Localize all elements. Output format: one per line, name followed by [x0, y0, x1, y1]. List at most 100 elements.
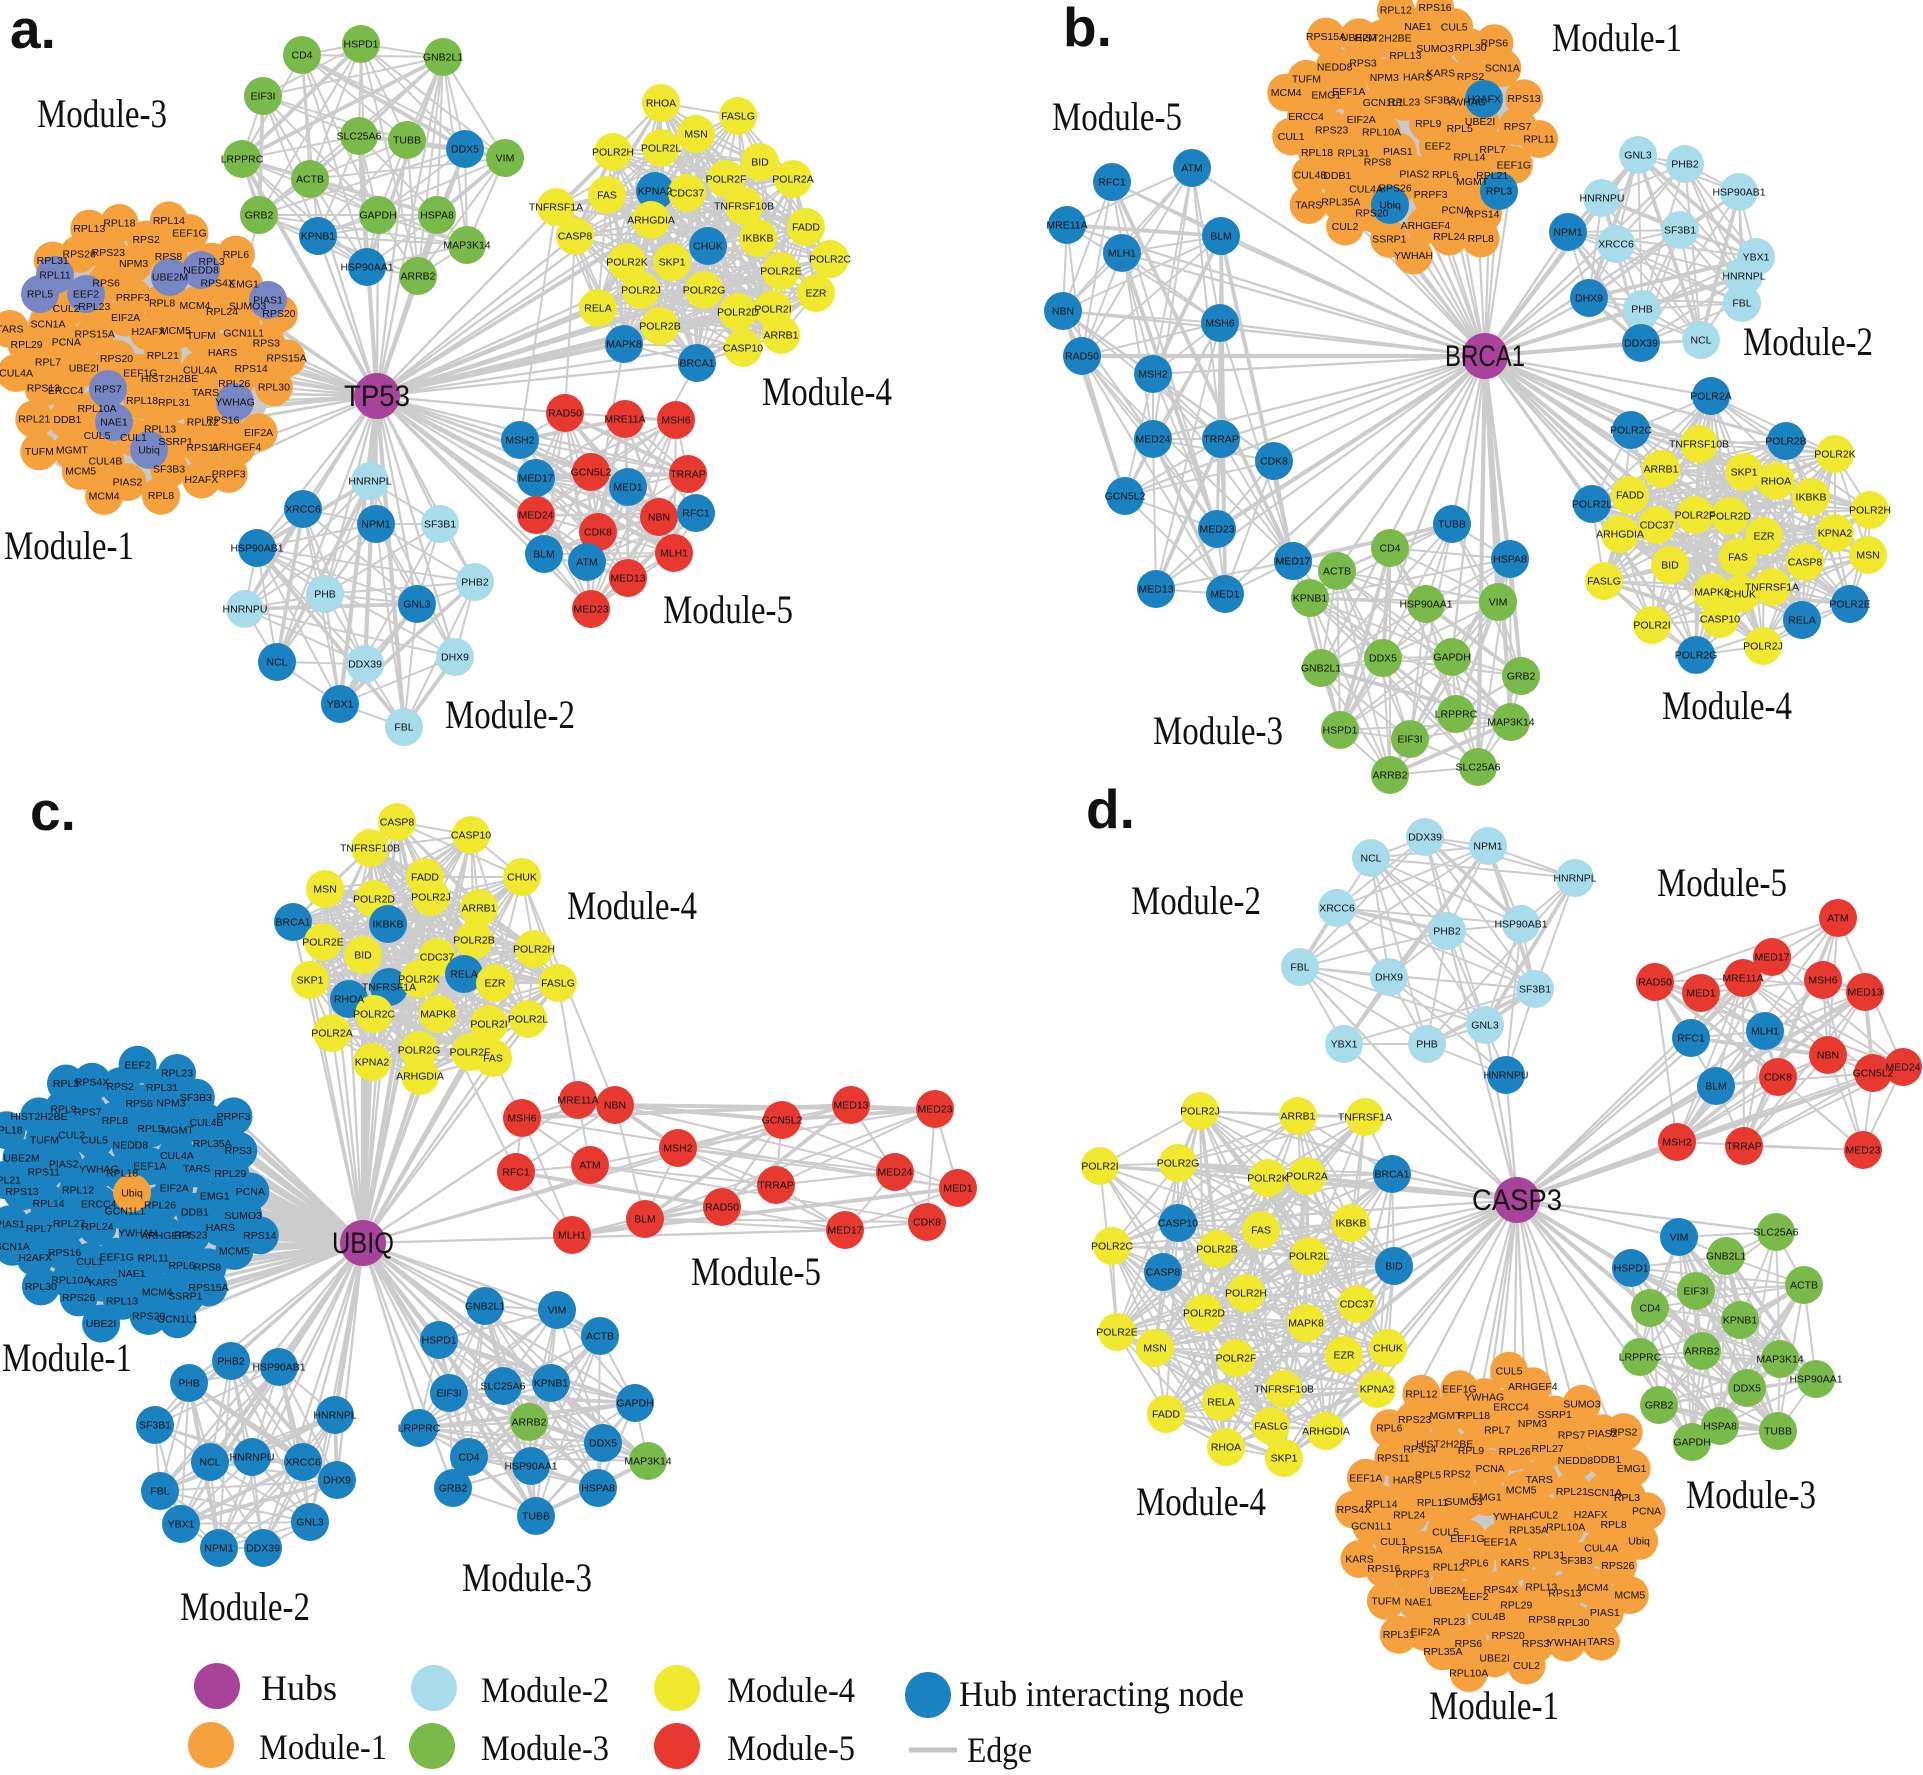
svg-text:EEF1A: EEF1A	[133, 1161, 166, 1173]
svg-text:RPL27: RPL27	[1532, 1443, 1564, 1455]
svg-text:MSH2: MSH2	[1662, 1137, 1691, 1149]
svg-text:CUL4A: CUL4A	[1349, 183, 1383, 195]
svg-text:POLR2I: POLR2I	[754, 304, 791, 316]
svg-text:CUL4B: CUL4B	[88, 455, 122, 467]
svg-text:CUL5: CUL5	[81, 1134, 108, 1146]
svg-text:NBN: NBN	[604, 1100, 626, 1112]
svg-text:TUFM: TUFM	[187, 330, 216, 342]
svg-text:GAPDH: GAPDH	[1433, 652, 1470, 664]
svg-text:MCM4: MCM4	[1271, 87, 1302, 99]
svg-text:TARS: TARS	[1295, 200, 1322, 212]
svg-text:RPL18: RPL18	[103, 218, 135, 230]
svg-text:EEF1G: EEF1G	[172, 228, 206, 240]
svg-text:NBN: NBN	[1052, 306, 1074, 318]
svg-text:RAD50: RAD50	[705, 1202, 739, 1214]
svg-text:GAPDH: GAPDH	[359, 210, 396, 222]
svg-text:MED24: MED24	[1885, 1062, 1920, 1074]
svg-text:GNB2L1: GNB2L1	[1301, 663, 1341, 675]
svg-text:SF3B3: SF3B3	[1561, 1555, 1593, 1567]
svg-text:RPS16: RPS16	[206, 415, 239, 427]
svg-text:RHOA: RHOA	[646, 98, 676, 110]
svg-text:H2AFX: H2AFX	[18, 1252, 52, 1264]
svg-text:POLR2L: POLR2L	[508, 1014, 548, 1026]
svg-text:HSP90AB1: HSP90AB1	[252, 1362, 305, 1374]
svg-text:EMG1: EMG1	[1472, 1492, 1502, 1504]
svg-text:RPL6: RPL6	[223, 249, 249, 261]
svg-text:FADD: FADD	[411, 872, 439, 884]
svg-text:HNRNPU: HNRNPU	[1580, 193, 1625, 205]
svg-text:POLR2J: POLR2J	[1180, 1106, 1220, 1118]
svg-text:EIF3I: EIF3I	[1397, 734, 1422, 746]
svg-text:MCM5: MCM5	[1614, 1590, 1645, 1602]
svg-text:MSH2: MSH2	[1138, 369, 1167, 381]
svg-text:GRB2: GRB2	[245, 210, 274, 222]
svg-text:TUFM: TUFM	[25, 446, 54, 458]
svg-text:Module-3: Module-3	[481, 1728, 609, 1768]
svg-text:HIST2H2BE: HIST2H2BE	[10, 1111, 67, 1123]
svg-text:EIF2A: EIF2A	[160, 1182, 189, 1194]
svg-text:PRPF3: PRPF3	[116, 292, 150, 304]
svg-text:Ubiq: Ubiq	[1379, 200, 1401, 212]
svg-text:YWHAH: YWHAH	[1547, 1637, 1586, 1649]
svg-text:EIF3I: EIF3I	[436, 1388, 461, 1400]
svg-text:KPNB1: KPNB1	[1293, 593, 1328, 605]
svg-text:NEDD8: NEDD8	[183, 265, 219, 277]
svg-text:RPL3: RPL3	[198, 256, 224, 268]
svg-text:RPL13: RPL13	[73, 223, 105, 235]
svg-text:RPL18: RPL18	[106, 1168, 138, 1180]
svg-text:SUMO3: SUMO3	[1445, 1496, 1483, 1508]
svg-text:SKP1: SKP1	[1271, 1453, 1298, 1465]
svg-text:TNFRSF1A: TNFRSF1A	[529, 202, 583, 214]
svg-text:BLM: BLM	[533, 549, 555, 561]
svg-text:RPL18: RPL18	[0, 1125, 23, 1137]
svg-text:HSPD1: HSPD1	[421, 1335, 456, 1347]
svg-text:DDX39: DDX39	[246, 1543, 280, 1555]
svg-text:RPL30: RPL30	[1455, 42, 1487, 54]
svg-text:SKP1: SKP1	[1731, 467, 1758, 479]
svg-text:EIF2A: EIF2A	[244, 427, 273, 439]
svg-text:RPS13: RPS13	[1548, 1588, 1581, 1600]
svg-text:GCN1L1: GCN1L1	[105, 1206, 146, 1218]
svg-text:POLR2L: POLR2L	[641, 143, 681, 155]
svg-text:GNB2L1: GNB2L1	[1706, 1251, 1746, 1263]
svg-text:CASP8: CASP8	[1788, 557, 1823, 569]
svg-text:EEF2: EEF2	[124, 1059, 150, 1071]
svg-text:RPL18: RPL18	[1458, 1410, 1490, 1422]
svg-text:RPS4X: RPS4X	[1484, 1584, 1518, 1596]
svg-text:RPS3: RPS3	[1522, 1638, 1550, 1650]
svg-text:FADD: FADD	[792, 222, 820, 234]
svg-text:HNRNPU: HNRNPU	[1484, 1070, 1529, 1082]
svg-text:SF3B3: SF3B3	[1424, 95, 1456, 107]
svg-text:GRB2: GRB2	[1645, 1400, 1674, 1412]
svg-text:RPL8: RPL8	[102, 1115, 128, 1127]
svg-text:MGMT: MGMT	[1429, 1410, 1462, 1422]
svg-text:POLR2A: POLR2A	[772, 174, 813, 186]
svg-text:MAP3K14: MAP3K14	[624, 1456, 671, 1468]
svg-text:RPS15A: RPS15A	[266, 353, 306, 365]
svg-text:HSPA8: HSPA8	[581, 1483, 615, 1495]
svg-text:ARHGEF4: ARHGEF4	[212, 441, 262, 453]
svg-text:TRRAP: TRRAP	[1726, 1141, 1762, 1153]
svg-text:GRB2: GRB2	[1507, 671, 1536, 683]
svg-text:RPS8: RPS8	[194, 1262, 222, 1274]
svg-text:POLR2A: POLR2A	[1690, 391, 1731, 403]
svg-text:NBN: NBN	[1817, 1050, 1839, 1062]
svg-text:ARRB2: ARRB2	[1372, 770, 1407, 782]
svg-text:PIAS1: PIAS1	[0, 1219, 25, 1231]
svg-text:RPL12: RPL12	[62, 1185, 94, 1197]
svg-text:FASLG: FASLG	[1587, 576, 1621, 588]
svg-text:FBL: FBL	[1732, 298, 1751, 310]
svg-text:HSP90AB1: HSP90AB1	[1494, 919, 1547, 931]
svg-text:GNL3: GNL3	[1624, 150, 1652, 162]
svg-text:POLR2G: POLR2G	[1157, 1158, 1200, 1170]
svg-text:KPNA2: KPNA2	[638, 186, 673, 198]
svg-text:PRPF3: PRPF3	[1414, 189, 1448, 201]
svg-text:YWHAG: YWHAG	[79, 1164, 119, 1176]
svg-text:RPL10A: RPL10A	[1362, 127, 1401, 139]
svg-text:VIM: VIM	[1489, 597, 1508, 609]
svg-text:BRCA1: BRCA1	[1374, 1169, 1409, 1181]
svg-text:ACTB: ACTB	[1323, 566, 1351, 578]
svg-text:RPS7: RPS7	[94, 384, 122, 396]
svg-text:RPL24: RPL24	[1393, 1509, 1425, 1521]
svg-text:RPL13: RPL13	[106, 1295, 138, 1307]
